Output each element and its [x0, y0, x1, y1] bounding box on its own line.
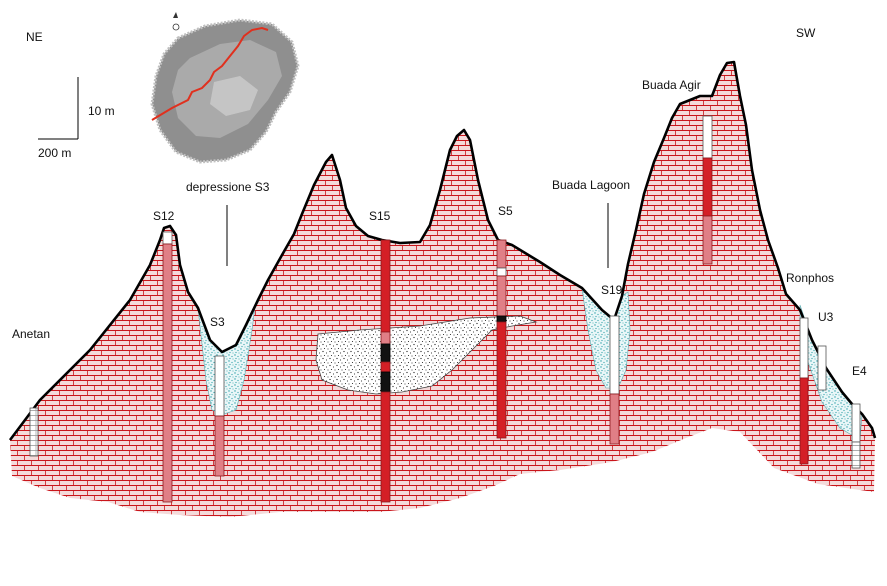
section-trace	[151, 26, 269, 121]
scale-bar	[38, 77, 79, 140]
label-sw: SW	[796, 26, 816, 40]
limestone-body	[10, 62, 875, 517]
borehole-s15	[380, 239, 391, 503]
label-s15: S15	[369, 209, 391, 223]
label-s3: S3	[210, 315, 225, 329]
label-depression-s3: depressione S3	[186, 180, 270, 194]
label-s5: S5	[498, 204, 513, 218]
borehole-anetan	[29, 407, 39, 457]
vertical-scale-label: 10 m	[88, 104, 115, 118]
label-e4: E4	[852, 364, 867, 378]
borehole-s19	[609, 315, 620, 445]
label-anetan: Anetan	[12, 327, 51, 341]
label-s12: S12	[153, 209, 175, 223]
terrain-profile	[8, 60, 877, 441]
sand-lens	[315, 315, 538, 395]
borehole-u3	[799, 317, 827, 465]
borehole-s5	[496, 239, 507, 439]
label-ne: NE	[26, 30, 43, 44]
label-u3: U3	[818, 310, 834, 324]
north-arrow-icon	[172, 12, 180, 31]
label-ronphos: Ronphos	[786, 271, 835, 285]
label-buada-lagoon: Buada Lagoon	[552, 178, 631, 192]
borehole-buada-agir	[702, 115, 713, 265]
borehole-s3	[214, 355, 225, 477]
label-buada-agir: Buada Agir	[642, 78, 701, 92]
borehole-e4	[851, 403, 861, 469]
borehole-s12	[162, 231, 173, 503]
label-s19: S19	[601, 283, 623, 297]
horizontal-scale-label: 200 m	[38, 146, 72, 160]
island-map-inset	[150, 18, 300, 164]
